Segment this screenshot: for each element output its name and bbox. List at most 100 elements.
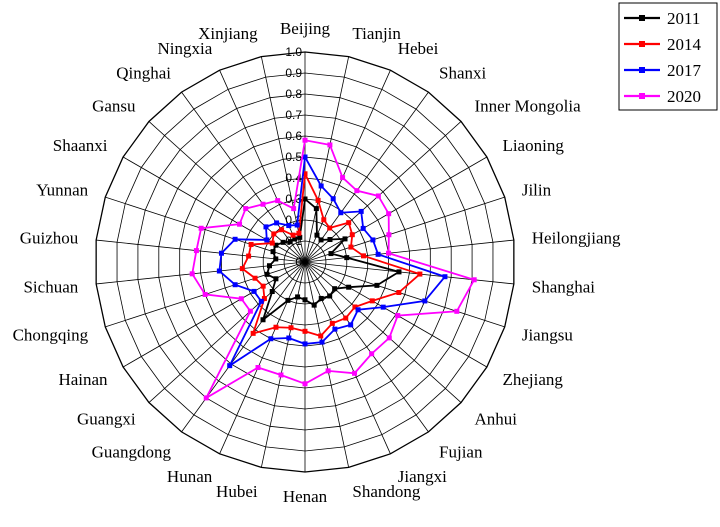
data-point [346,284,352,290]
data-point [286,335,292,341]
data-point [296,230,302,236]
data-point [297,234,303,240]
data-point [302,328,308,334]
spoke-guizhou [96,239,306,263]
data-point [247,308,253,314]
data-point [344,255,350,261]
category-label-xinjiang: Xinjiang [198,24,258,43]
data-point [422,298,428,304]
data-point [369,298,375,304]
data-point [386,232,392,238]
category-label-qinghai: Qinghai [116,64,171,83]
category-label-liaoning: Liaoning [502,136,564,155]
legend-marker [639,15,645,21]
legend-label: 2011 [667,9,700,28]
data-point [332,286,338,292]
data-point [355,307,361,313]
data-point [375,251,381,257]
tick-label: 1.0 [285,45,302,59]
data-point [189,271,195,277]
data-point [275,198,281,204]
spoke-shanxi [304,91,429,263]
data-point [442,274,448,280]
spoke-shanghai [304,261,514,285]
data-point [330,196,336,202]
category-label-henan: Henan [283,487,328,506]
data-point [227,363,233,369]
series-2017 [216,154,448,369]
data-point [396,290,402,295]
legend-label: 2020 [667,87,701,106]
data-point [314,232,320,238]
data-point [338,210,344,216]
data-point [280,239,286,245]
data-point [243,206,249,212]
tick-label: 0.8 [285,87,302,101]
data-point [375,193,381,199]
spoke-shandong [304,261,350,468]
data-point [354,188,360,194]
category-label-hunan: Hunan [167,467,213,486]
data-point [273,324,279,330]
tick-label: 0.6 [285,129,302,143]
series-2020 [189,137,477,401]
category-label-fujian: Fujian [439,442,483,461]
category-label-jiangxi: Jiangxi [398,467,447,486]
data-point [273,276,279,282]
data-point [203,395,209,401]
category-label-shanghai: Shanghai [532,277,596,296]
data-point [396,269,402,275]
data-point [290,232,296,238]
data-point [471,277,477,283]
data-point [327,225,333,231]
category-label-anhui: Anhui [474,410,517,429]
data-point [268,336,274,342]
data-point [218,250,224,256]
legend-label: 2014 [667,35,702,54]
data-point [321,217,327,223]
data-point [360,253,366,259]
data-point [264,271,270,277]
category-label-inner-mongolia: Inner Mongolia [474,96,581,115]
data-point [332,326,338,332]
data-point [386,250,392,256]
spoke-jiangsu [304,261,505,328]
data-point [288,325,294,331]
data-point [263,224,269,230]
tick-label: 0 [295,255,302,269]
category-label-chongqing: Chongqing [13,325,89,344]
spoke-jilin [304,196,505,263]
data-point [318,333,324,339]
data-point [343,315,349,321]
data-point [248,241,254,247]
category-label-sichuan: Sichuan [23,277,78,296]
legend-item-2011: 2011 [624,9,700,28]
data-point [287,239,293,245]
data-point [342,236,348,242]
spoke-hebei [304,69,391,263]
data-point [258,298,264,304]
data-point [360,225,366,231]
data-point [302,196,308,202]
spoke-guangdong [181,261,306,433]
data-point [318,237,324,243]
data-point [269,289,275,295]
data-point [216,268,222,274]
data-point [278,372,284,378]
data-point [374,282,380,288]
legend-box [618,2,718,111]
data-point [370,237,376,243]
data-point [302,341,308,347]
data-point [352,304,358,310]
data-point [302,154,308,160]
category-label-shaanxi: Shaanxi [53,136,108,155]
series-2014 [239,170,423,339]
legend-marker [639,67,645,73]
data-point [232,282,238,288]
data-point [348,244,354,250]
data-point [395,313,401,319]
data-point [318,295,324,301]
category-label-jiangsu: Jiangsu [522,325,574,344]
data-point [232,236,238,242]
